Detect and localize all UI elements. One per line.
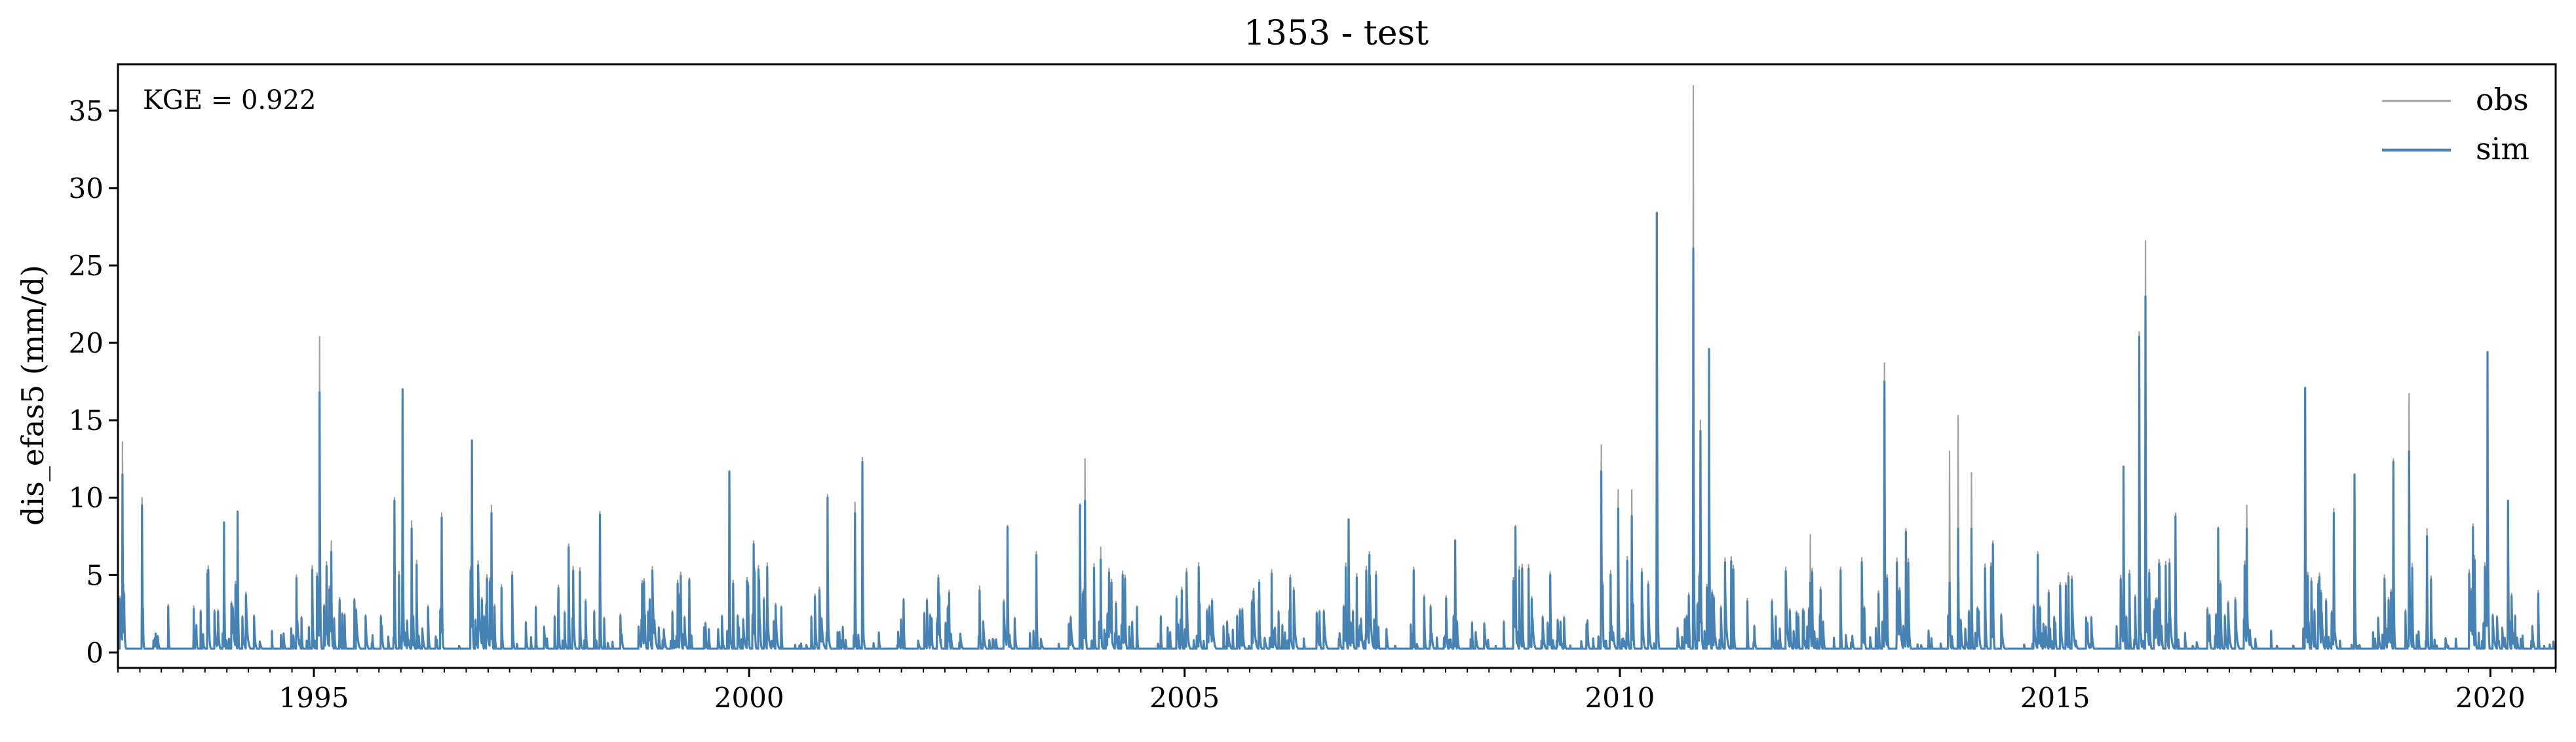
legend-label-sim: sim <box>2476 131 2529 166</box>
plot-frame <box>117 63 2557 669</box>
chart-title: 1353 - test <box>1244 14 1429 53</box>
series-line-obs <box>118 85 2556 650</box>
y-tick-label: 0 <box>86 636 104 669</box>
y-tick-label: 20 <box>69 327 104 359</box>
x-tick-label: 2010 <box>1585 682 1655 714</box>
y-tick-label: 15 <box>69 404 104 437</box>
series-line-sim <box>118 212 2556 650</box>
y-tick-label: 5 <box>86 559 104 591</box>
series-layer <box>118 85 2556 650</box>
y-tick-label: 10 <box>69 482 104 514</box>
legend-label-obs: obs <box>2476 82 2529 117</box>
x-axis: 1995 2000 2005 2010 2015 2020 <box>117 668 2556 714</box>
y-axis-label: dis_efas5 (mm/d) <box>15 265 50 526</box>
y-tick-label: 30 <box>69 172 104 205</box>
x-tick-label: 2000 <box>714 682 784 714</box>
y-axis: 0 5 10 15 20 25 30 35 <box>69 95 118 669</box>
y-tick-label: 25 <box>69 250 104 282</box>
x-tick-label: 1995 <box>279 682 349 714</box>
x-tick-label: 2005 <box>1149 682 1220 714</box>
x-tick-label: 2015 <box>2020 682 2090 714</box>
y-tick-label: 35 <box>69 95 104 127</box>
kge-annotation: KGE = 0.922 <box>143 85 317 115</box>
x-tick-label: 2020 <box>2455 682 2526 714</box>
legend: obs sim <box>2382 82 2529 166</box>
